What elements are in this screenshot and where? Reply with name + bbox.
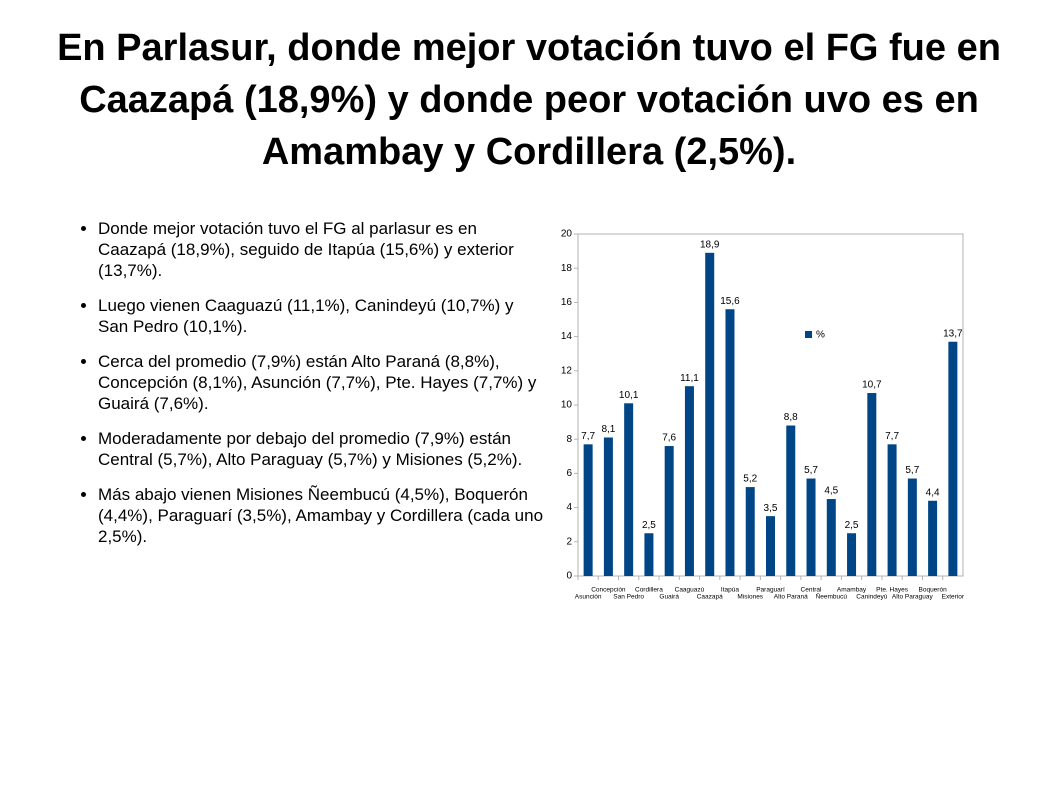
value-label: 13,7 <box>943 328 963 339</box>
x-tick-label: Alto Paraná <box>774 594 808 601</box>
y-tick-label: 0 <box>566 571 572 582</box>
y-tick-label: 8 <box>566 434 572 445</box>
bar <box>725 309 735 576</box>
x-tick-label: Exterior <box>942 594 965 601</box>
value-label: 2,5 <box>845 520 859 531</box>
value-label: 4,4 <box>926 487 940 498</box>
value-label: 5,7 <box>804 465 818 476</box>
y-tick-label: 16 <box>561 297 573 308</box>
bar <box>766 516 775 576</box>
value-label: 15,6 <box>720 296 740 307</box>
x-tick-label: Cordillera <box>635 587 663 594</box>
value-label: 4,5 <box>824 486 838 497</box>
x-tick-label: Pte. Hayes <box>876 587 909 594</box>
bar <box>928 500 938 576</box>
bar <box>745 487 755 576</box>
x-tick-label: Paraguarí <box>756 587 785 594</box>
y-tick-label: 20 <box>561 229 573 240</box>
bar <box>867 393 877 576</box>
bar <box>603 437 613 576</box>
value-label: 8,8 <box>784 412 798 423</box>
bar <box>705 252 715 576</box>
bullet: Más abajo vienen Misiones Ñeembucú (4,5%… <box>98 484 548 547</box>
x-tick-label: Concepción <box>591 587 626 594</box>
y-tick-label: 18 <box>561 263 573 274</box>
y-tick-label: 14 <box>561 331 573 342</box>
y-tick-label: 12 <box>561 365 573 376</box>
value-label: 11,1 <box>680 373 699 384</box>
slide-title: En Parlasur, donde mejor votación tuvo e… <box>57 27 1001 173</box>
y-tick-label: 6 <box>566 468 572 479</box>
y-tick-label: 10 <box>561 400 573 411</box>
legend-swatch <box>805 331 812 338</box>
value-label: 7,6 <box>662 433 676 444</box>
x-tick-label: Asunción <box>575 594 602 601</box>
value-label: 10,7 <box>862 380 882 391</box>
value-label: 7,7 <box>885 431 899 442</box>
x-tick-label: Caaguazú <box>675 587 705 594</box>
bar <box>826 499 836 576</box>
y-tick-label: 4 <box>566 502 572 513</box>
x-tick-label: Misiones <box>737 594 763 601</box>
bullet: Donde mejor votación tuvo el FG al parla… <box>98 218 548 281</box>
value-label: 18,9 <box>700 239 720 250</box>
bullet: Luego vienen Caaguazú (11,1%), Canindeyú… <box>98 295 548 337</box>
bar <box>907 478 917 576</box>
x-tick-label: Ñeembucú <box>816 592 848 601</box>
x-tick-label: Guairá <box>659 594 679 601</box>
bullet: Moderadamente por debajo del promedio (7… <box>98 428 548 470</box>
bar <box>664 446 674 576</box>
bar <box>644 533 654 576</box>
value-label: 3,5 <box>764 503 778 514</box>
x-tick-label: Canindeyú <box>856 594 887 601</box>
bar <box>786 425 796 576</box>
x-tick-label: Caazapá <box>697 594 723 601</box>
bar <box>887 444 897 576</box>
value-label: 7,7 <box>581 431 595 442</box>
value-label: 5,7 <box>905 465 919 476</box>
x-tick-label: Boquerón <box>919 587 948 594</box>
value-label: 2,5 <box>642 520 656 531</box>
x-tick-label: Central <box>801 587 823 594</box>
value-label: 8,1 <box>601 424 615 435</box>
bar <box>583 444 593 576</box>
x-tick-label: Amambay <box>837 587 867 594</box>
bar <box>806 478 816 576</box>
bullet-list: Donde mejor votación tuvo el FG al parla… <box>62 218 548 561</box>
x-tick-label: San Pedro <box>613 594 644 601</box>
legend-label: % <box>816 330 825 341</box>
bar <box>847 533 857 576</box>
bar <box>948 341 958 576</box>
bar <box>624 403 634 576</box>
value-label: 10,1 <box>619 390 639 401</box>
x-tick-label: Itapúa <box>721 587 739 594</box>
value-label: 5,2 <box>743 474 757 485</box>
y-tick-label: 2 <box>566 536 572 547</box>
bar <box>684 386 694 576</box>
x-tick-label: Alto Paraguay <box>892 594 934 601</box>
bullet: Cerca del promedio (7,9%) están Alto Par… <box>98 351 548 414</box>
